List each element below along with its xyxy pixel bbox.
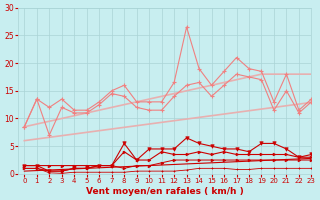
X-axis label: Vent moyen/en rafales ( km/h ): Vent moyen/en rafales ( km/h ) — [86, 187, 244, 196]
